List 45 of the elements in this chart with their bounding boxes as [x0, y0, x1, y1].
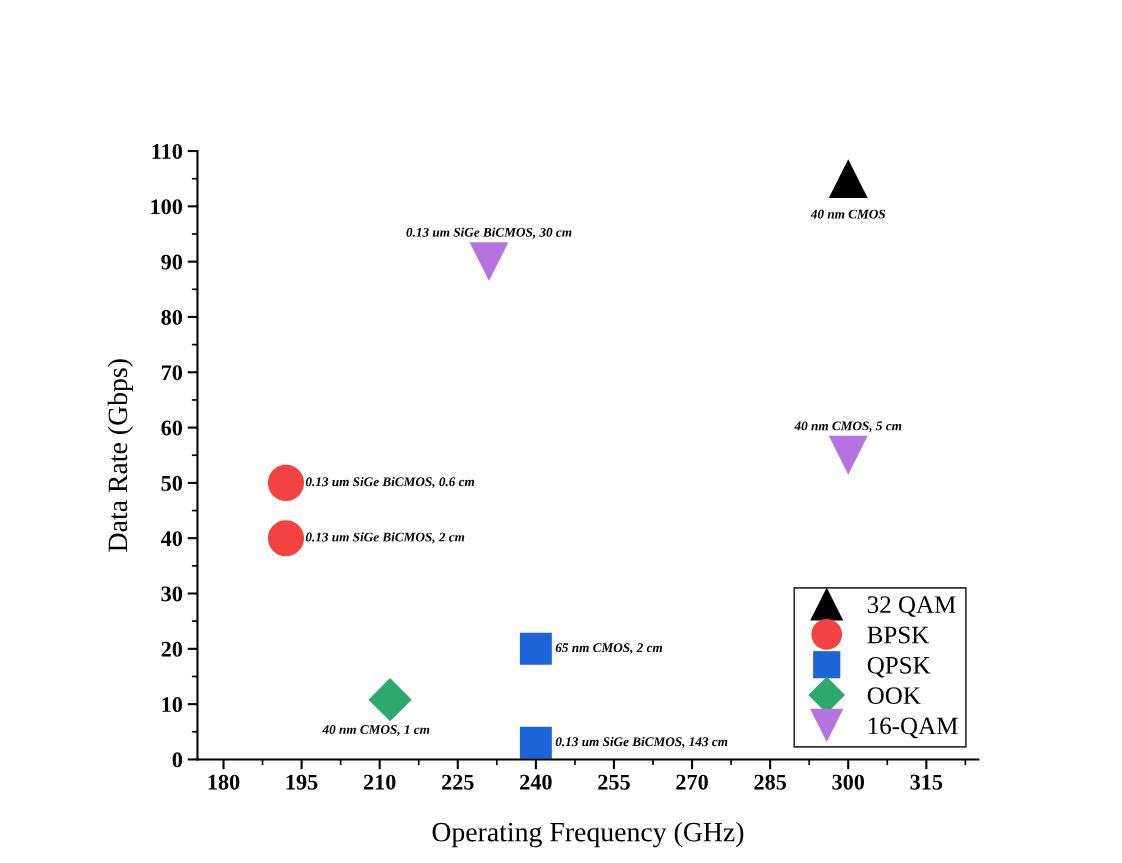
x-tick-label: 255 [598, 774, 630, 790]
x-tick-label: 315 [910, 774, 943, 790]
y-tick-label: 110 [152, 143, 183, 159]
y-tick-label: 10 [162, 697, 183, 713]
annotation: 40 nm CMOS [810, 209, 886, 219]
annotation: 0.13 um SiGe BiCMOS, 143 cm [555, 736, 728, 749]
y-tick-label: 50 [161, 475, 183, 491]
point [469, 242, 509, 282]
annotation: 40 nm CMOS, 5 cm [794, 421, 902, 433]
y-tick-label: 20 [161, 641, 183, 657]
x-tick-label: 195 [286, 774, 318, 790]
legend-label: OOK [867, 687, 921, 705]
annotation: 65 nm CMOS, 2 cm [555, 643, 663, 655]
x-tick-label: 285 [754, 774, 786, 790]
y-tick-label: 30 [161, 586, 183, 602]
y-tick-label: 40 [160, 531, 183, 547]
legend-label: BPSK [867, 626, 929, 644]
x-tick-label: 240 [520, 774, 552, 790]
y-tick-label: 70 [161, 365, 183, 381]
point [519, 726, 552, 759]
x-axis-title: Operating Frequency (GHz) [432, 821, 744, 848]
annotation: 0.13 um SiGe BiCMOS, 30 cm [406, 227, 572, 239]
x-tick-label: 225 [442, 774, 474, 790]
y-tick-label: 0 [172, 752, 183, 768]
y-tick-label: 60 [161, 420, 183, 436]
y-tick-label: 100 [151, 199, 183, 215]
legend-label: QPSK [867, 656, 931, 678]
y-axis-title: Data Rate (Gbps) [107, 359, 133, 552]
point [519, 632, 552, 665]
point [368, 678, 412, 722]
point [267, 520, 305, 557]
point [267, 464, 305, 501]
y-tick-label: 90 [161, 254, 183, 270]
legend-label: 32 QAM [867, 596, 956, 617]
legend-label: 16-QAM [868, 717, 958, 739]
y-tick-label: 80 [161, 309, 183, 325]
x-tick-label: 300 [832, 774, 865, 790]
x-tick-label: 210 [363, 774, 396, 790]
x-tick-label: 270 [676, 774, 708, 790]
point [828, 435, 868, 475]
point [828, 159, 868, 199]
x-tick-label: 180 [208, 774, 240, 790]
annotation: 0.13 um SiGe BiCMOS, 0.6 cm [305, 476, 475, 489]
annotation: 0.13 um SiGe BiCMOS, 2 cm [305, 532, 465, 544]
annotation: 40 nm CMOS, 1 cm [322, 725, 430, 736]
